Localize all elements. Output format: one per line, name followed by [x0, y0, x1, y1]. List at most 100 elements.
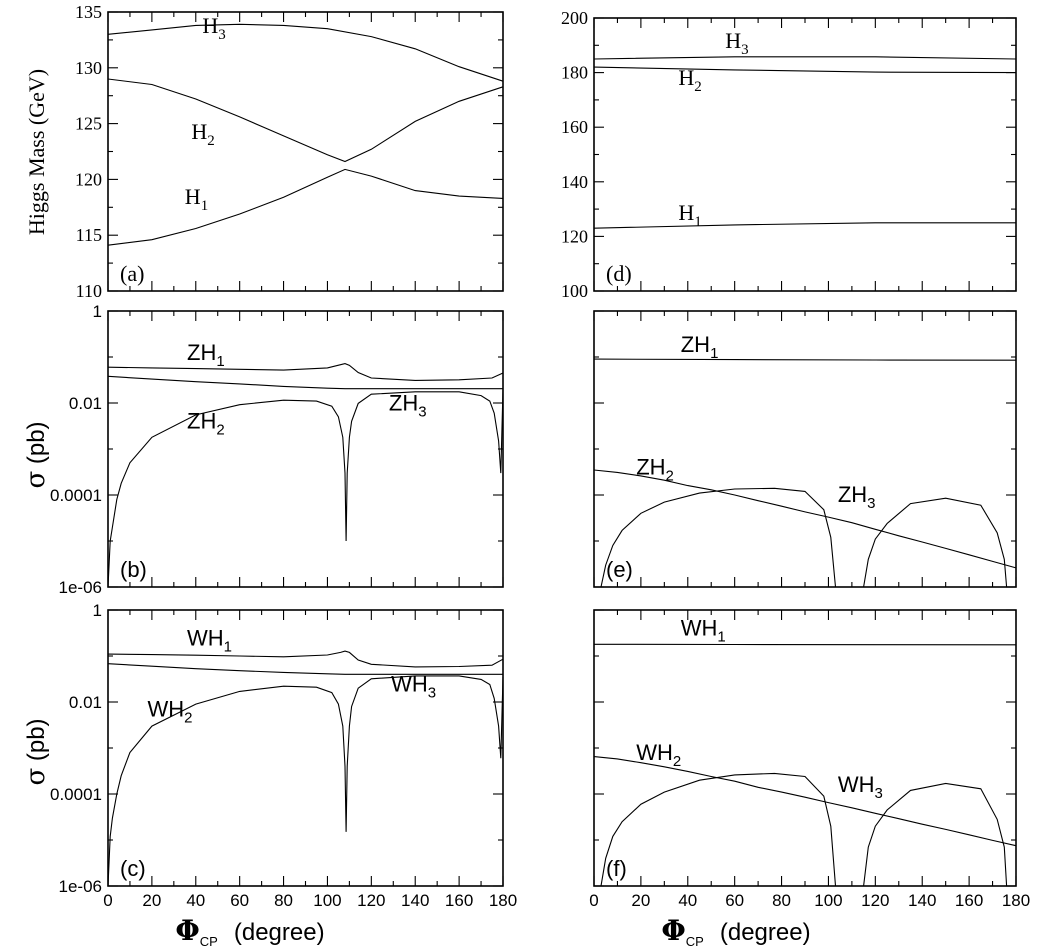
series-line-ZH3 [107, 375, 503, 390]
panel-label: (d) [606, 261, 632, 286]
x-axis-unit: (degree) [720, 919, 811, 946]
series-label-main: WH [187, 625, 224, 650]
series-line-H3 [107, 23, 504, 82]
x-tick-label: 140 [908, 891, 936, 910]
sigma-symbol: σ [21, 768, 51, 786]
x-tick-label: 60 [230, 891, 249, 910]
y-tick-label: 0.0001 [50, 785, 102, 804]
series-label-main: ZH [187, 340, 216, 365]
y-tick-label: 110 [76, 281, 102, 301]
series-label-sub: 1 [216, 353, 224, 370]
sigma-unit: (pb) [23, 421, 50, 470]
series-label-main: H [678, 65, 694, 90]
series-line-WH3 [107, 663, 503, 675]
series-label-main: ZH [187, 408, 216, 433]
series-label-main: H [678, 200, 694, 225]
series-label-sub: 1 [694, 214, 702, 230]
series-label-sub: 2 [673, 753, 681, 770]
series-label-sub: 1 [710, 345, 718, 362]
series-label-main: WH [681, 615, 718, 640]
y-tick-label: 100 [561, 281, 588, 301]
x-tick-label: 80 [274, 891, 293, 910]
series-label-main: WH [148, 697, 185, 722]
y-tick-label: 0.0001 [50, 486, 102, 505]
series-label: H2 [191, 119, 214, 149]
series-label: ZH2 [636, 454, 674, 484]
y-tick-label: 0.01 [69, 693, 102, 712]
x-tick-label: 40 [186, 891, 205, 910]
series-label-sub: 3 [428, 684, 436, 701]
series-line-ZH2 [107, 389, 504, 588]
x-tick-label: 40 [678, 891, 697, 910]
y-tick-label: 0.01 [69, 394, 102, 413]
sigma-label: σ (pb) [21, 718, 51, 785]
series-line-WH2 [107, 675, 504, 887]
series-label-sub: 1 [224, 638, 232, 655]
series-label: ZH2 [187, 408, 225, 438]
series-label-sub: 3 [741, 42, 749, 58]
series-label-main: ZH [681, 332, 710, 357]
panel-label: (c) [120, 856, 146, 881]
series-label-main: ZH [389, 391, 418, 416]
series-label: H2 [678, 65, 701, 95]
y-tick-label: 125 [75, 114, 102, 134]
y-tick-label: 1e-06 [59, 578, 102, 597]
series-label: H3 [202, 13, 225, 43]
panel-label: (a) [120, 261, 144, 286]
series-label-sub: 2 [694, 79, 702, 95]
x-tick-label: 160 [445, 891, 473, 910]
series-label-main: H [191, 119, 207, 144]
series-line-H3 [593, 56, 1017, 60]
series-label: WH1 [187, 625, 232, 655]
series-label-main: H [725, 28, 741, 53]
series-label-sub: 1 [717, 628, 725, 645]
series-label-main: WH [636, 740, 673, 765]
series-line-H1 [107, 168, 504, 246]
panel-c: 1e-06 0.0001 0.01 1 0 20 40 60 80 100 120 140 160 180… [50, 601, 517, 910]
sigma-symbol: σ [21, 471, 51, 489]
series-label: WH1 [681, 615, 726, 645]
series-label: ZH3 [838, 482, 876, 512]
series-label: WH2 [636, 740, 681, 770]
series-label-main: H [202, 13, 218, 38]
series-label: ZH1 [681, 332, 719, 362]
phi-subscript: CP [686, 934, 704, 949]
x-tick-label: 0 [103, 891, 112, 910]
series-line-ZH1 [593, 358, 1017, 361]
x-tick-label: 0 [589, 891, 598, 910]
series-label: WH2 [148, 697, 193, 727]
series-label-sub: 2 [207, 133, 215, 149]
x-axis-unit: (degree) [234, 919, 325, 946]
x-tick-label: 100 [313, 891, 341, 910]
x-tick-label: 120 [861, 891, 889, 910]
series-line-WH1 [107, 650, 504, 668]
phi-symbol: Φ [661, 914, 685, 947]
x-tick-label: 180 [489, 891, 517, 910]
series-label: H1 [185, 184, 208, 214]
series-label-sub: 3 [418, 404, 426, 421]
y-tick-label: 140 [561, 172, 588, 192]
series-label-main: ZH [838, 482, 867, 507]
series-label: H3 [725, 28, 748, 58]
x-tick-label: 80 [772, 891, 791, 910]
y-tick-label: 1 [93, 302, 102, 321]
y-tick-label: 120 [75, 169, 102, 189]
sigma-label: σ (pb) [21, 421, 51, 488]
plot-frame [107, 310, 504, 588]
y-tick-label: 180 [561, 63, 588, 83]
y-tick-label: 1e-06 [59, 877, 102, 896]
series-line-H1 [593, 222, 1016, 229]
series-label: WH3 [391, 671, 436, 701]
x-axis-title-c: ΦCP (degree) [175, 914, 324, 949]
series-line-H2 [107, 78, 504, 163]
y-axis-title-sigma-c: σ (pb) [21, 718, 51, 785]
plot-frame [107, 609, 504, 887]
series-label-sub: 3 [218, 27, 226, 43]
series-label-main: WH [391, 671, 428, 696]
series-label: H1 [678, 200, 701, 230]
y-tick-label: 1 [93, 601, 102, 620]
